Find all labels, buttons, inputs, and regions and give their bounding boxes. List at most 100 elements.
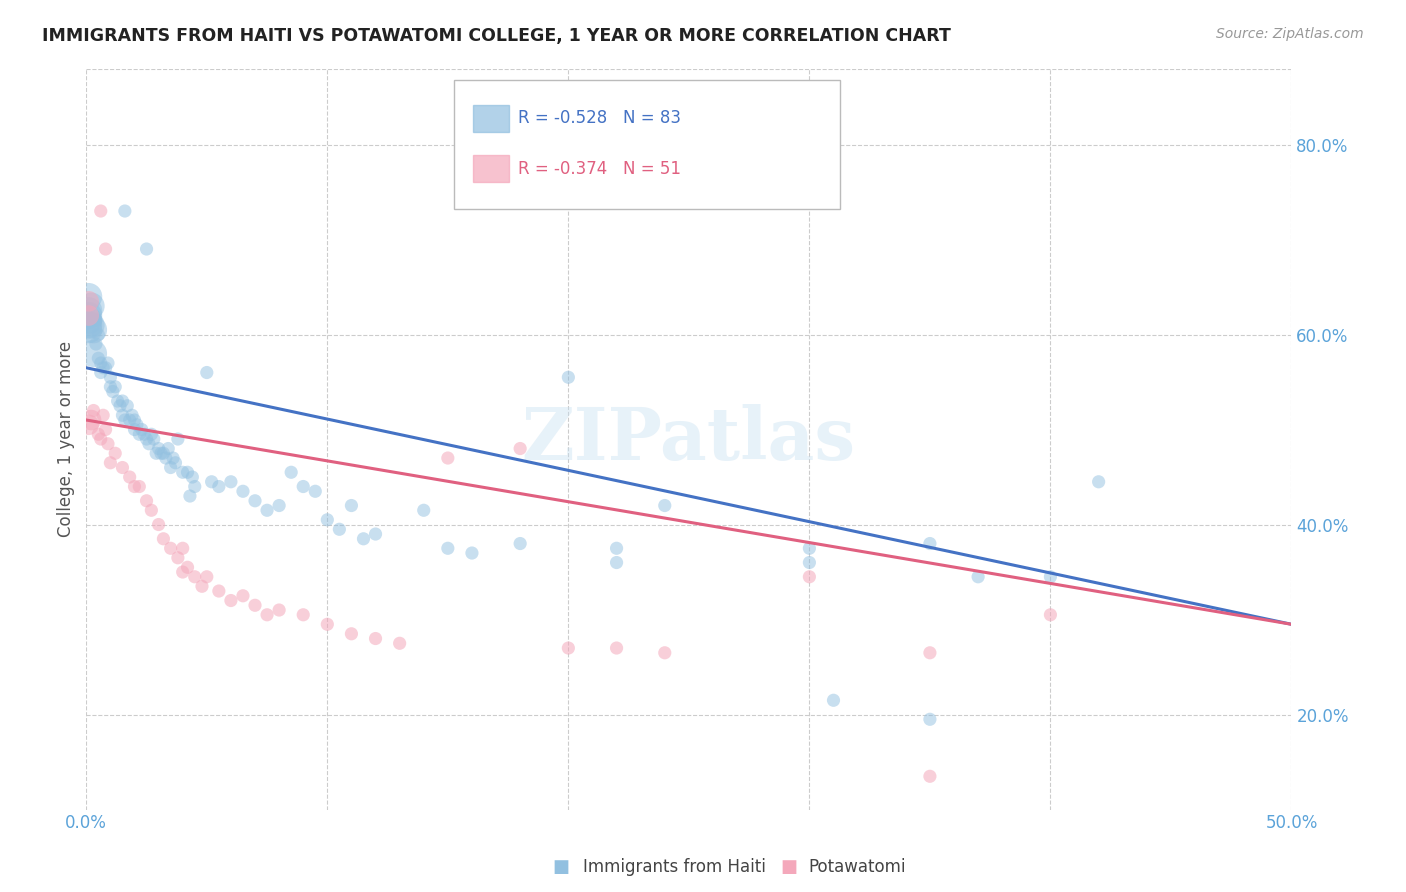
Point (280, 465, 302, 479)
Point (328, 522, 350, 536)
Point (509, 536, 531, 550)
Point (155, 450, 177, 465)
Point (269, 603, 291, 617)
Point (292, 607, 315, 622)
Point (184, 479, 207, 493)
Point (77, 303, 100, 318)
Point (918, 536, 941, 550)
Point (131, 423, 153, 437)
Text: ZIPatlas: ZIPatlas (522, 403, 856, 475)
Point (1039, 570, 1062, 584)
Point (84, 337, 107, 351)
Text: ■: ■ (553, 858, 569, 876)
Point (162, 450, 184, 465)
Text: R = -0.528   N = 83: R = -0.528 N = 83 (517, 109, 681, 128)
Point (232, 589, 254, 603)
Point (77, 323, 100, 337)
Point (364, 632, 387, 646)
Point (159, 541, 181, 556)
Point (128, 427, 150, 442)
Point (557, 370, 579, 384)
Text: R = -0.374   N = 51: R = -0.374 N = 51 (517, 160, 681, 178)
Point (87, 327, 110, 342)
Point (176, 560, 198, 574)
Point (799, 556, 821, 570)
Point (80, 299, 103, 313)
Bar (474, 105, 509, 131)
Point (918, 769, 941, 783)
Point (176, 465, 198, 479)
Point (111, 460, 134, 475)
Point (111, 394, 134, 409)
Point (191, 579, 214, 593)
Point (83, 346, 105, 360)
Point (292, 479, 315, 493)
Point (219, 593, 242, 607)
Point (100, 370, 122, 384)
Point (141, 427, 163, 442)
Point (232, 484, 254, 499)
Point (654, 646, 676, 660)
Point (118, 413, 141, 427)
Point (1039, 607, 1062, 622)
Point (509, 442, 531, 456)
Point (90, 432, 112, 446)
Point (80, 318, 103, 332)
Point (94, 242, 117, 256)
Point (148, 517, 170, 532)
Text: IMMIGRANTS FROM HAITI VS POTAWATOMI COLLEGE, 1 YEAR OR MORE CORRELATION CHART: IMMIGRANTS FROM HAITI VS POTAWATOMI COLL… (42, 27, 950, 45)
Point (152, 532, 174, 546)
Point (104, 380, 127, 394)
Point (94, 360, 117, 375)
Point (97, 437, 120, 451)
Point (148, 442, 170, 456)
Point (316, 617, 339, 632)
Point (117, 399, 139, 413)
Point (142, 432, 165, 446)
Point (172, 541, 194, 556)
Point (77, 289, 100, 303)
Point (340, 627, 363, 641)
Text: Immigrants from Haiti: Immigrants from Haiti (583, 858, 766, 876)
Point (97, 356, 120, 370)
Point (77, 294, 100, 309)
Point (208, 584, 231, 599)
Point (918, 712, 941, 726)
Point (364, 527, 387, 541)
Point (104, 446, 127, 460)
Point (100, 380, 122, 394)
Point (606, 541, 628, 556)
Point (152, 446, 174, 460)
Text: Potawatomi: Potawatomi (808, 858, 905, 876)
Point (135, 493, 157, 508)
Point (256, 607, 278, 622)
Point (557, 640, 579, 655)
Point (90, 356, 112, 370)
Point (107, 394, 129, 409)
Point (159, 460, 181, 475)
Point (157, 442, 180, 456)
Point (179, 489, 201, 503)
Point (84, 313, 107, 327)
Point (304, 484, 326, 499)
Point (83, 323, 105, 337)
Point (799, 570, 821, 584)
Point (100, 456, 122, 470)
Point (87, 351, 110, 366)
Text: ■: ■ (780, 858, 797, 876)
Point (118, 470, 141, 484)
Point (101, 384, 124, 399)
Point (135, 432, 157, 446)
Point (91, 409, 114, 423)
Point (94, 423, 117, 437)
Point (172, 465, 194, 479)
Point (243, 599, 266, 613)
Point (111, 409, 134, 423)
Point (167, 550, 190, 565)
Point (243, 493, 266, 508)
Point (121, 409, 143, 423)
Point (77, 318, 100, 332)
Point (77, 309, 100, 323)
Point (80, 413, 103, 427)
Point (114, 204, 136, 219)
